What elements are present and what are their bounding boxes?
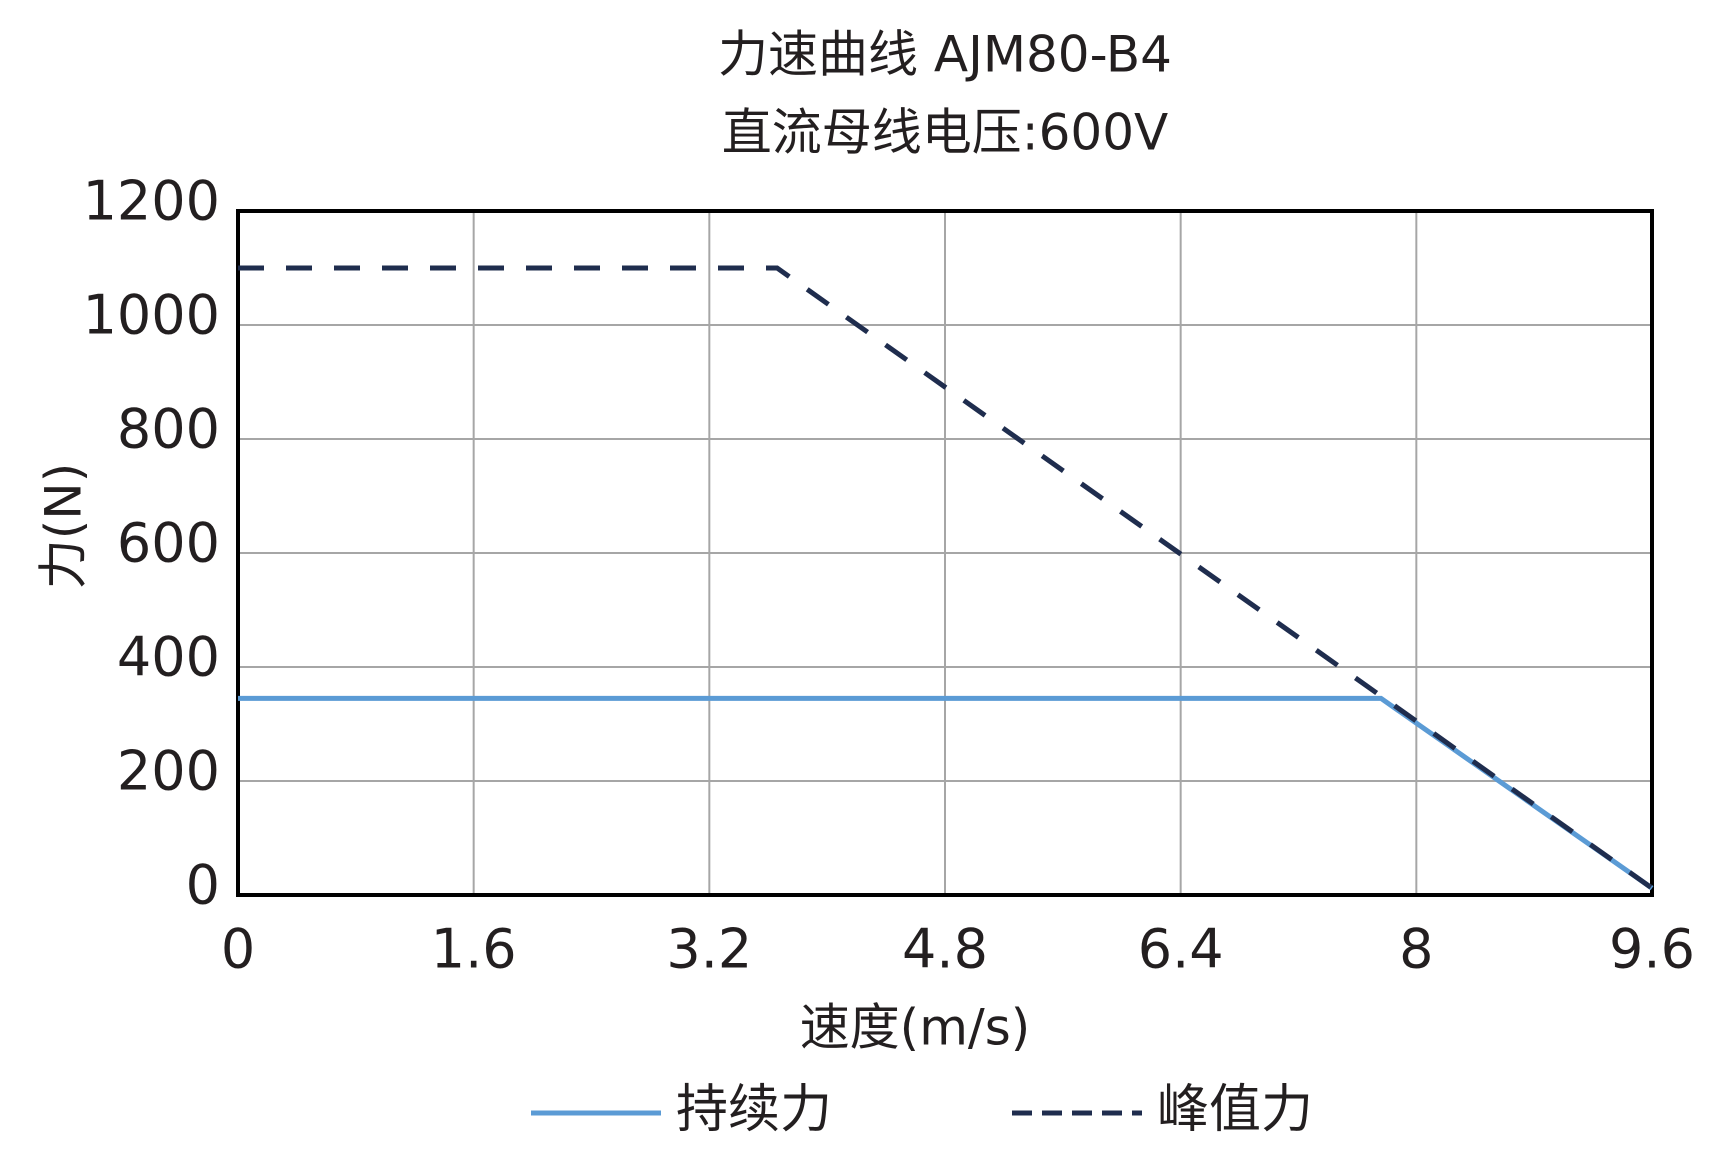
x-tick-label: 0 [221, 918, 255, 981]
y-tick-label: 400 [117, 626, 220, 689]
legend-label: 峰值力 [1157, 1080, 1313, 1140]
chart-subtitle: 直流母线电压:600V [722, 104, 1168, 162]
series-line [238, 265, 1654, 891]
x-tick-label: 1.6 [431, 918, 517, 981]
x-tick-label: 8 [1399, 918, 1433, 981]
y-tick-label: 1200 [83, 170, 220, 233]
x-tick-label: 6.4 [1138, 918, 1224, 981]
chart-title: 力速曲线 AJM80-B4 [718, 26, 1172, 84]
x-axis-label: 速度(m/s) [800, 999, 1031, 1057]
plot-frame [236, 209, 1654, 897]
x-tick-label: 4.8 [902, 918, 988, 981]
y-tick-label: 200 [117, 740, 220, 803]
x-tick-label: 3.2 [666, 918, 752, 981]
y-axis-label: 力(N) [35, 463, 93, 589]
y-tick-label: 800 [117, 398, 220, 461]
y-tick-label: 600 [117, 512, 220, 575]
y-tick-label: 0 [186, 854, 220, 917]
y-tick-label: 1000 [83, 284, 220, 347]
legend-label: 持续力 [676, 1080, 832, 1140]
x-tick-label: 9.6 [1609, 918, 1695, 981]
